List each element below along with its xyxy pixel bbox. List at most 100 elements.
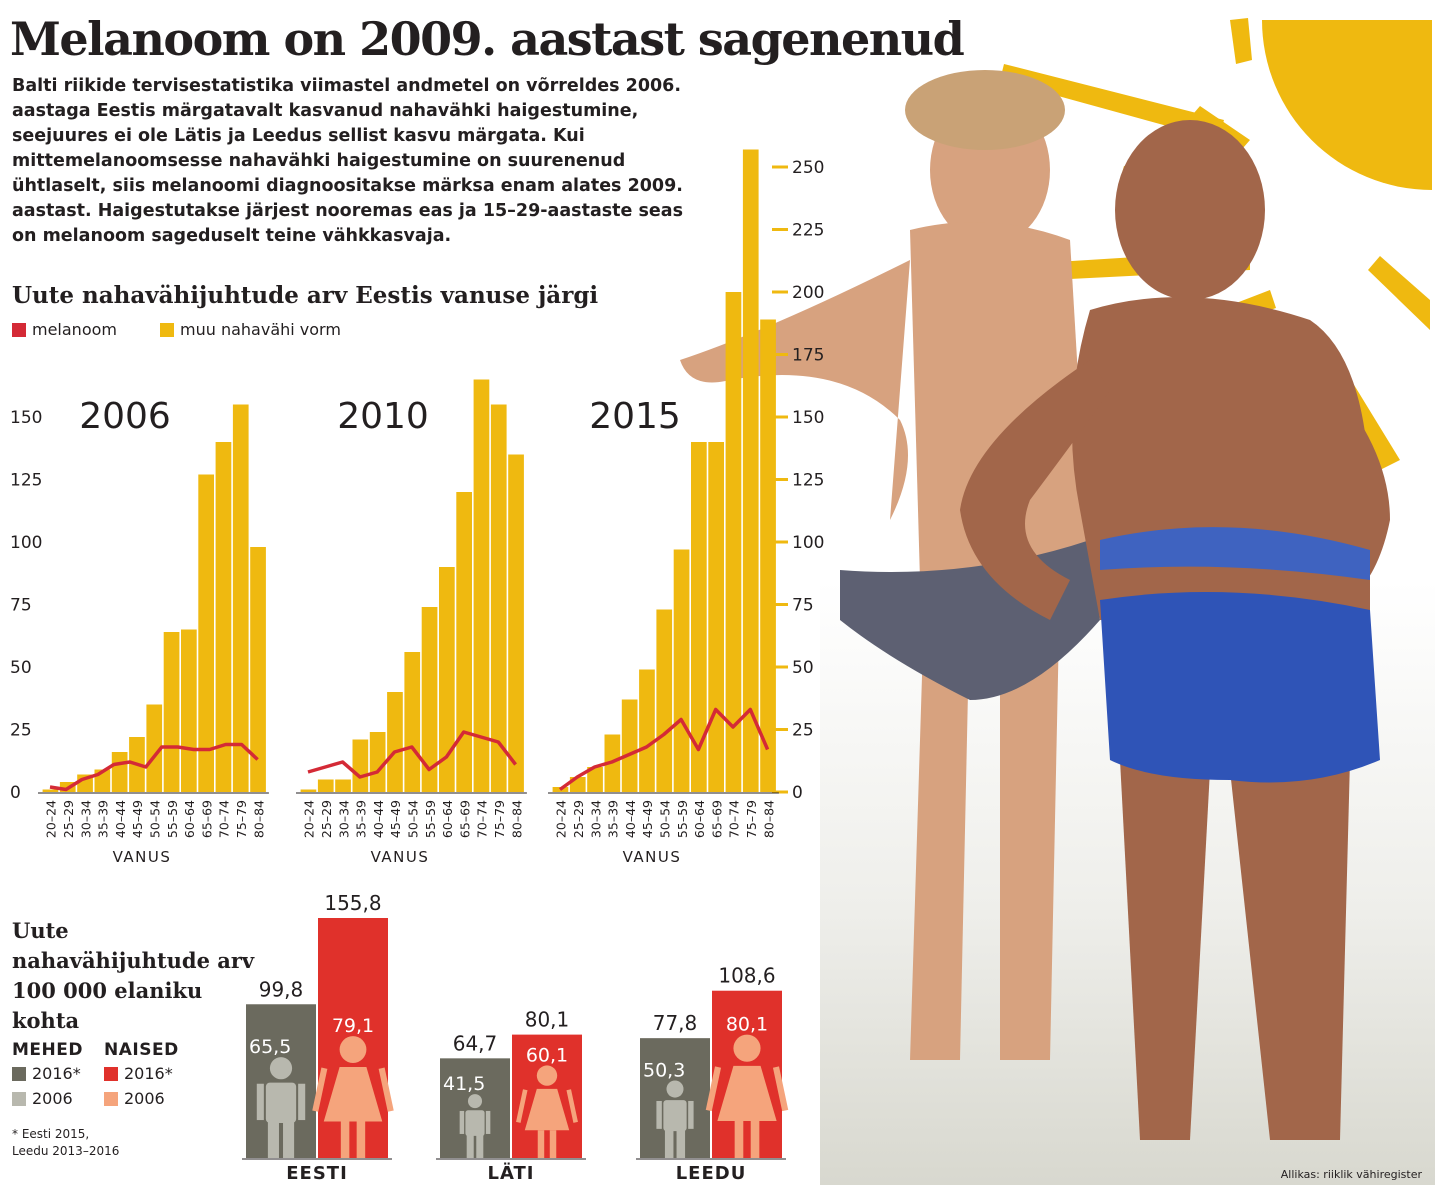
bar-other [725, 292, 742, 792]
man-icon [459, 1094, 491, 1158]
y-tick-right: 50 [792, 658, 814, 678]
woman-icon-head [733, 1034, 761, 1062]
age-charts: 0 25 50 75 100 125 150 0 25 50 75 100 125 150 175 200 22… [10, 149, 824, 866]
value-women-recent: 80,1 [525, 1008, 570, 1032]
beach-photo [670, 60, 1435, 1185]
man-icon-head [269, 1057, 293, 1080]
x-tick-label: 35–39 [606, 800, 621, 838]
man-icon-head [666, 1080, 684, 1098]
bar-other [587, 767, 603, 792]
x-axis-title: VANUS [113, 848, 172, 866]
women-recent-swatch [104, 1066, 118, 1081]
x-tick-label: 25–29 [61, 800, 76, 838]
y-tick-right: 100 [792, 533, 824, 553]
value-men-recent: 77,8 [653, 1011, 698, 1035]
y-tick-right: 0 [792, 783, 803, 803]
intro-text: Balti riikide tervisestatistika viimaste… [12, 76, 684, 246]
bar-other [300, 789, 317, 792]
y-tick-right: 250 [792, 158, 824, 178]
bar-other [250, 547, 266, 792]
y-tick-left: 25 [10, 721, 32, 741]
bar-other [369, 732, 386, 792]
man-icon-arm [256, 1083, 264, 1121]
bar-other [639, 669, 655, 792]
x-tick-label: 80–84 [251, 800, 266, 838]
man-icon-head [467, 1094, 483, 1109]
man-icon-arm [485, 1110, 491, 1134]
y-tick-left: 0 [10, 783, 21, 803]
x-tick-label: 55–59 [165, 800, 180, 838]
woman-icon-arm [516, 1089, 528, 1123]
bar-other [404, 652, 421, 792]
x-tick-label: 35–39 [96, 800, 111, 838]
country-label: EESTI [286, 1163, 348, 1184]
x-tick-label: 75–79 [492, 800, 507, 838]
bar-other [708, 442, 724, 792]
x-tick-label: 65–69 [457, 800, 472, 838]
bar-other [656, 609, 673, 792]
key-women-head: NAISED [104, 1040, 179, 1060]
melanoma-line [307, 730, 517, 779]
country-chart-title: Uute nahavähijuhtude arv 100 000 elaniku… [12, 918, 255, 1033]
woman-icon-arm [772, 1066, 789, 1112]
x-tick-label: 50–54 [405, 800, 420, 838]
x-tick-label: 40–44 [113, 800, 128, 838]
x-tick-label: 75–79 [744, 800, 759, 838]
x-tick-label: 60–64 [692, 800, 707, 838]
key-men-recent: 2016* [12, 1064, 83, 1083]
woman-icon-leg [750, 1120, 760, 1158]
value-women-old: 79,1 [332, 1015, 374, 1037]
value-women-recent: 155,8 [324, 891, 381, 915]
x-tick-label: 20–24 [44, 800, 59, 838]
panel-year-label: 2006 [79, 396, 171, 437]
source-note: Allikas: riiklik vähiregister [1280, 1168, 1422, 1181]
bar-other [760, 319, 776, 792]
man-icon-leg [476, 1132, 484, 1158]
woman-icon-dress [524, 1088, 570, 1131]
x-tick-label: 60–64 [182, 800, 197, 838]
bar-other [215, 442, 232, 792]
x-tick-label: 80–84 [509, 800, 524, 838]
x-tick-label: 80–84 [761, 800, 776, 838]
woman-icon [516, 1065, 578, 1158]
x-axis-title: VANUS [623, 848, 682, 866]
x-tick-label: 50–54 [657, 800, 672, 838]
y-tick-left: 50 [10, 658, 32, 678]
bar-other [387, 692, 403, 792]
country-label: LÄTI [488, 1162, 535, 1184]
man-icon-leg [676, 1127, 686, 1158]
footnote-line-2: Leedu 2013–2016 [12, 1144, 120, 1158]
x-tick-label: 40–44 [623, 800, 638, 838]
man-icon-torso [265, 1082, 297, 1123]
key-women-old-label: 2006 [124, 1089, 165, 1108]
x-tick-label: 45–49 [640, 800, 655, 838]
y-tick-left: 100 [10, 533, 42, 553]
bar-other [673, 549, 690, 792]
y-tick-left: 125 [10, 471, 42, 491]
x-tick-label: 65–69 [199, 800, 214, 838]
woman-icon [705, 1034, 789, 1158]
y-tick-right: 75 [792, 596, 814, 616]
bar-men-recent [440, 1058, 510, 1158]
value-men-old: 65,5 [249, 1036, 291, 1058]
key-women-old: 2006 [104, 1089, 179, 1108]
melanoma-line [49, 742, 259, 792]
woman-icon-leg [734, 1120, 744, 1158]
panel-year-label: 2015 [589, 396, 681, 437]
melanoma-swatch [12, 322, 26, 337]
value-men-old: 41,5 [443, 1073, 485, 1095]
x-tick-label: 70–74 [217, 800, 232, 838]
man-icon-leg [283, 1117, 295, 1158]
woman-icon-leg [537, 1130, 545, 1158]
man-icon-torso [465, 1110, 485, 1136]
footnote-line-1: * Eesti 2015, [12, 1127, 90, 1141]
legend-other: muu nahavähi vorm [160, 320, 341, 339]
legend-melanoma-label: melanoom [32, 320, 117, 339]
y-tick-right: 150 [792, 408, 824, 428]
man-icon-arm [298, 1083, 306, 1121]
woman-icon-leg [549, 1130, 557, 1158]
bar-other [198, 474, 214, 792]
y-tick-left: 150 [10, 408, 42, 428]
men-old-swatch [12, 1091, 26, 1106]
x-tick-label: 30–34 [336, 800, 351, 838]
